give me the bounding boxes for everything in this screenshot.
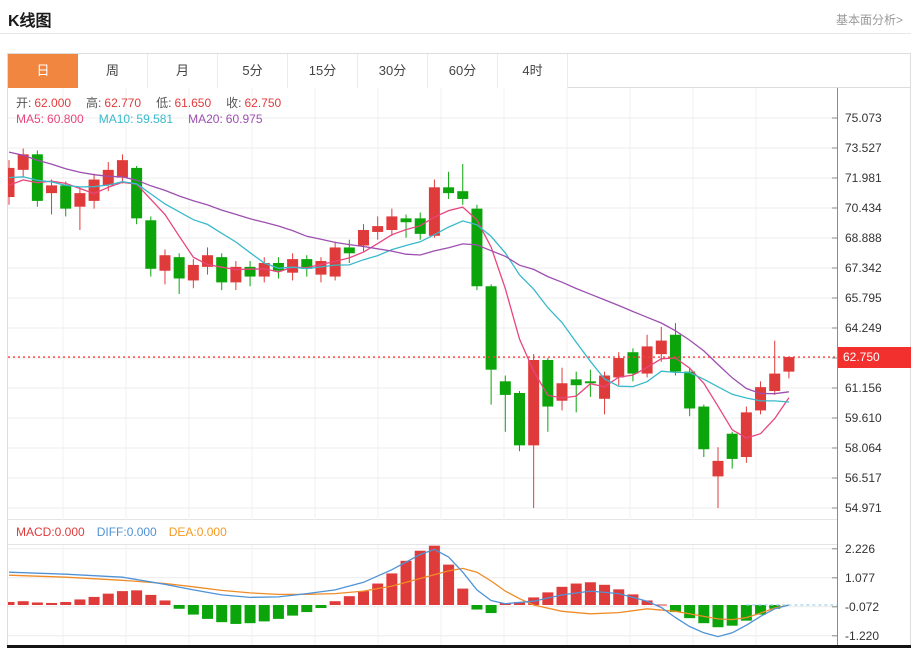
axis-tick-label: 61.156 (845, 380, 882, 395)
charts-area: 开: 62.000 高: 62.770 低: 61.650 收: 62.750 MA5: 60.… (8, 88, 911, 647)
bottom-border-bar (7, 645, 911, 648)
macd-canvas[interactable] (8, 545, 837, 647)
current-price-badge: 62.750 (838, 346, 911, 368)
info-item: 开: 62.000 (16, 96, 74, 110)
info-value: 0.000 (196, 525, 227, 539)
axis-tick-label: 59.610 (845, 410, 882, 425)
tab-4时[interactable]: 4时 (498, 54, 568, 88)
axis-tick-label: 70.434 (845, 200, 882, 215)
axis-tick-label: -1.220 (845, 628, 880, 643)
tab-日[interactable]: 日 (8, 54, 78, 88)
info-label: MACD: (16, 525, 55, 539)
axis-tick-label: 56.517 (845, 470, 882, 485)
axis-tick-label: 75.073 (845, 110, 882, 125)
info-label: MA5: (16, 112, 45, 126)
info-value: 0.000 (126, 525, 157, 539)
info-item: 收: 62.750 (226, 96, 284, 110)
info-value: 60.800 (47, 112, 84, 126)
page-title: K线图 (8, 13, 52, 30)
info-label: 低: (156, 96, 172, 110)
info-label: DEA: (168, 525, 197, 539)
axis-tick-label: 2.226 (845, 541, 876, 556)
axis-tick-label: 1.077 (845, 570, 876, 585)
tab-月[interactable]: 月 (148, 54, 218, 88)
ma-readout: MA5: 60.800 MA10: 59.581 MA20: 60.975 (16, 112, 278, 126)
info-item: DIFF:0.000 (97, 525, 157, 539)
main-price-chart[interactable]: 开: 62.000 高: 62.770 低: 61.650 收: 62.750 MA5: 60.… (8, 88, 837, 520)
info-label: MA20: (188, 112, 223, 126)
tab-5分[interactable]: 5分 (218, 54, 288, 88)
chart-panel: 日周月 5分 15分 30分 60分 4时 开: 62.000 高: 62.770 低: 61.65… (7, 53, 911, 648)
info-item: DEA:0.000 (169, 525, 227, 539)
axis-tick-label: 73.527 (845, 140, 882, 155)
axis-tick-label: 54.971 (845, 500, 882, 515)
axis-tick-label: 65.795 (845, 290, 882, 305)
axis-tick-label: 58.064 (845, 440, 882, 455)
tab-周[interactable]: 周 (78, 54, 148, 88)
info-value: 62.000 (34, 96, 72, 110)
axis-tick-label: 71.981 (845, 170, 882, 185)
axis-tick-label: -0.072 (845, 599, 880, 614)
info-value: 60.975 (225, 112, 263, 126)
axis-tick-label: 67.342 (845, 260, 882, 275)
info-label: MA10: (98, 112, 134, 126)
header-divider (0, 33, 911, 34)
macd-readout: MACD:0.000 DIFF:0.000 DEA:0.000 (8, 520, 837, 545)
tab-60分[interactable]: 60分 (428, 54, 498, 88)
tab-30分[interactable]: 30分 (358, 54, 428, 88)
info-label: 高: (86, 96, 102, 110)
info-label: DIFF: (96, 525, 127, 539)
timeframe-tabs: 日周月 5分 15分 30分 60分 4时 (8, 54, 910, 88)
info-item: 高: 62.770 (86, 96, 144, 110)
info-value: 61.650 (174, 96, 212, 110)
info-value: 62.770 (104, 96, 142, 110)
price-axis: 62.750 75.073 73.527 71.981 70.434 68.888 67.… (837, 88, 911, 647)
info-item: MA10: 59.581 (99, 112, 176, 126)
info-item: MA20: 60.975 (188, 112, 265, 126)
info-item: MACD:0.000 (16, 525, 85, 539)
info-item: 低: 61.650 (156, 96, 214, 110)
info-value: 0.000 (54, 525, 85, 539)
candlestick-canvas[interactable] (8, 88, 837, 520)
info-label: 收: (226, 96, 242, 110)
fundamental-analysis-link[interactable]: 基本面分析> (835, 13, 903, 27)
info-label: 开: (16, 96, 32, 110)
info-item: MA5: 60.800 (16, 112, 87, 126)
info-value: 59.581 (136, 112, 174, 126)
axis-tick-label: 68.888 (845, 230, 882, 245)
tab-15分[interactable]: 15分 (288, 54, 358, 88)
info-value: 62.750 (244, 96, 282, 110)
ohlc-readout: 开: 62.000 高: 62.770 低: 61.650 收: 62.750 (16, 94, 296, 111)
axis-tick-label: 64.249 (845, 320, 882, 335)
macd-chart[interactable] (8, 545, 837, 647)
